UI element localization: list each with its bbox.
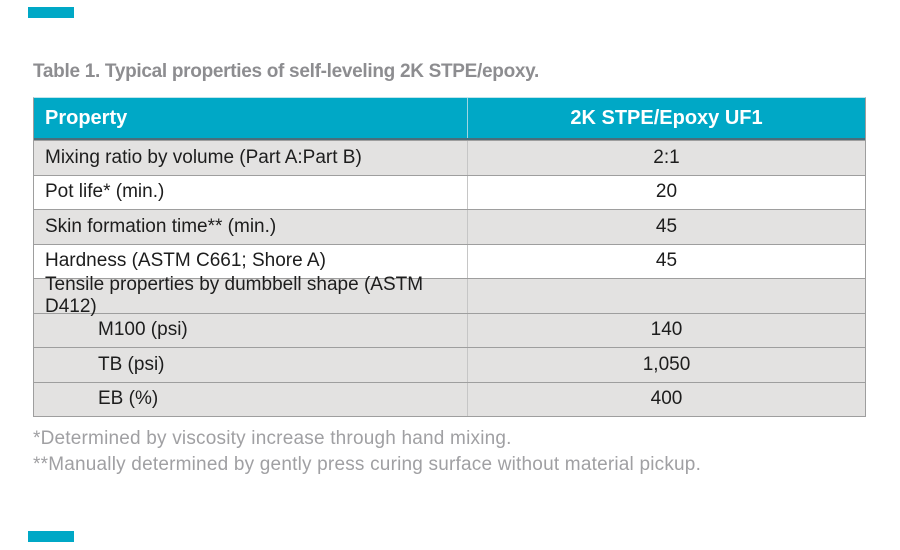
table-row: Skin formation time** (min.) 45 [34, 209, 865, 244]
column-header-property: Property [34, 98, 468, 138]
property-cell: Pot life* (min.) [34, 175, 468, 209]
table-row: Mixing ratio by volume (Part A:Part B) 2… [34, 140, 865, 175]
property-cell: M100 (psi) [34, 313, 468, 347]
table-title: Table 1. Typical properties of self-leve… [33, 61, 540, 82]
table-header-row: Property 2K STPE/Epoxy UF1 [34, 98, 865, 140]
accent-bar-bottom [28, 531, 74, 542]
table-row: Tensile properties by dumbbell shape (AS… [34, 274, 865, 317]
value-cell: 400 [650, 388, 683, 410]
property-cell: TB (psi) [34, 348, 468, 382]
value-cell: 140 [650, 319, 683, 341]
value-cell: 20 [655, 181, 678, 203]
property-cell: Mixing ratio by volume (Part A:Part B) [34, 141, 468, 175]
table-row: Hardness (ASTM C661; Shore A) 45 [34, 243, 865, 278]
table-row: M100 (psi) 140 [34, 312, 865, 347]
property-cell: Skin formation time** (min.) [34, 210, 468, 244]
property-cell: Tensile properties by dumbbell shape (AS… [34, 274, 468, 317]
value-cell: 45 [655, 250, 678, 272]
column-header-value: 2K STPE/Epoxy UF1 [570, 106, 763, 129]
value-cell [468, 279, 865, 313]
table-row: TB (psi) 1,050 [34, 347, 865, 382]
footnote-2: **Manually determined by gently press cu… [33, 454, 702, 475]
properties-table: Property 2K STPE/Epoxy UF1 Mixing ratio … [33, 97, 866, 417]
table-row: Pot life* (min.) 20 [34, 174, 865, 209]
value-cell: 1,050 [642, 353, 691, 375]
table-row: EB (%) 400 [34, 381, 865, 416]
value-cell: 2:1 [653, 146, 680, 168]
value-cell: 45 [655, 215, 678, 237]
property-cell: EB (%) [34, 382, 468, 416]
footnote-1: *Determined by viscosity increase throug… [33, 428, 512, 449]
accent-bar-top [28, 7, 74, 18]
property-cell: Hardness (ASTM C661; Shore A) [34, 244, 468, 278]
footnotes: *Determined by viscosity increase throug… [33, 426, 701, 478]
